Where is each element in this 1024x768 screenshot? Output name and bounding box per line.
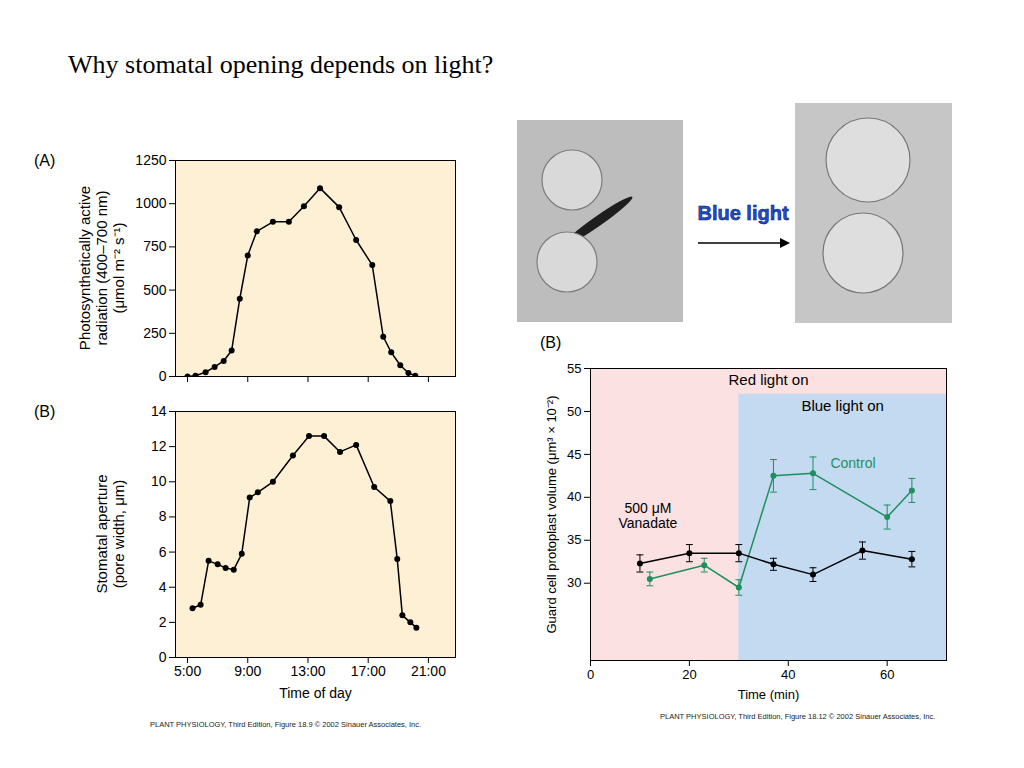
svg-text:Control: Control xyxy=(830,455,875,471)
svg-text:0: 0 xyxy=(159,649,167,665)
svg-text:Blue light: Blue light xyxy=(697,202,788,224)
svg-text:500: 500 xyxy=(143,282,167,298)
svg-text:0: 0 xyxy=(159,368,167,384)
svg-text:Guard cell protoplast volume (: Guard cell protoplast volume (μm³ × 10⁻²… xyxy=(544,396,559,634)
html-text:PLANT PHYSIOLOGY, Third Editio: PLANT PHYSIOLOGY, Third Edition, Figure … xyxy=(150,720,422,729)
svg-text:2: 2 xyxy=(159,614,167,630)
svg-text:5:00: 5:00 xyxy=(174,663,201,679)
html-text:(B): (B) xyxy=(34,403,56,420)
svg-text:0: 0 xyxy=(587,667,594,682)
svg-text:4: 4 xyxy=(159,579,167,595)
html-text:PLANT PHYSIOLOGY, Third Editio: PLANT PHYSIOLOGY, Third Edition, Figure … xyxy=(660,712,936,721)
svg-text:750: 750 xyxy=(143,238,167,254)
svg-text:500 μMVanadate: 500 μMVanadate xyxy=(618,500,677,531)
svg-text:(μmol m⁻² s⁻¹): (μmol m⁻² s⁻¹) xyxy=(110,222,127,313)
svg-text:21:00: 21:00 xyxy=(411,663,446,679)
svg-text:10: 10 xyxy=(151,473,167,489)
svg-text:Time of day: Time of day xyxy=(279,685,352,701)
svg-text:13:00: 13:00 xyxy=(290,663,325,679)
svg-text:250: 250 xyxy=(143,325,167,341)
svg-text:8: 8 xyxy=(159,508,167,524)
svg-text:12: 12 xyxy=(151,438,167,454)
svg-text:35: 35 xyxy=(567,532,581,547)
html-text:(B): (B) xyxy=(540,334,562,351)
svg-text:14: 14 xyxy=(151,403,167,419)
svg-text:Blue light on: Blue light on xyxy=(801,397,884,414)
svg-text:radiation (400–700 nm): radiation (400–700 nm) xyxy=(93,190,110,345)
svg-text:Red light on: Red light on xyxy=(728,371,808,388)
svg-text:1250: 1250 xyxy=(135,152,166,168)
svg-text:(pore width, μm): (pore width, μm) xyxy=(110,480,127,589)
svg-text:45: 45 xyxy=(567,447,581,462)
svg-text:Stomatal aperture: Stomatal aperture xyxy=(93,474,110,593)
svg-text:40: 40 xyxy=(781,667,795,682)
svg-text:40: 40 xyxy=(567,489,581,504)
svg-text:6: 6 xyxy=(159,544,167,560)
svg-text:1000: 1000 xyxy=(135,195,166,211)
svg-text:Photosynthetically active: Photosynthetically active xyxy=(76,186,93,350)
html-text:Why stomatal opening depends o: Why stomatal opening depends on light? xyxy=(68,50,494,79)
svg-text:55: 55 xyxy=(567,361,581,376)
svg-text:17:00: 17:00 xyxy=(351,663,386,679)
svg-text:20: 20 xyxy=(682,667,696,682)
svg-text:9:00: 9:00 xyxy=(234,663,261,679)
html-text:(A): (A) xyxy=(34,152,56,169)
svg-text:60: 60 xyxy=(880,667,894,682)
svg-text:Time (min): Time (min) xyxy=(738,687,800,702)
svg-text:50: 50 xyxy=(567,404,581,419)
svg-text:30: 30 xyxy=(567,575,581,590)
